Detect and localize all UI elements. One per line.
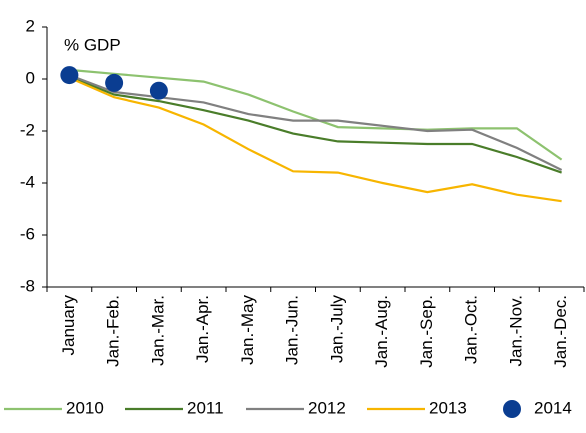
x-tick-label: Jan.-Apr. [193, 295, 212, 363]
legend-label: 2010 [66, 398, 104, 417]
y-tick-label: -2 [20, 120, 35, 139]
data-point [149, 81, 168, 100]
x-tick-label: Jan.-Oct. [462, 295, 481, 364]
line-series [68, 74, 563, 171]
x-tick-label: Jan.-Mar. [148, 295, 167, 366]
x-tick-label: Jan.-Jun. [283, 295, 302, 365]
line-series [68, 76, 562, 203]
x-tick-label: Jan.-Aug. [372, 295, 391, 368]
line-series [69, 68, 563, 161]
x-tick-label: Jan.-Dec. [551, 295, 570, 368]
y-tick-label: 2 [26, 16, 35, 35]
data-point [105, 73, 124, 92]
legend-label: 2014 [534, 398, 572, 417]
x-tick-label: Jan.-May [238, 295, 257, 365]
y-tick-label: -8 [20, 276, 35, 295]
x-tick-label: January [59, 295, 78, 356]
annotation: % GDP [64, 35, 121, 54]
y-tick-label: 0 [26, 68, 35, 87]
y-tick-label: -4 [20, 172, 35, 191]
legend-marker [503, 400, 521, 418]
legend-label: 2013 [429, 398, 467, 417]
x-tick-label: Jan.-Nov. [506, 295, 525, 367]
y-tick-label: -6 [20, 224, 35, 243]
data-point [60, 66, 79, 85]
line-series [68, 75, 562, 174]
legend-label: 2012 [308, 398, 346, 417]
x-tick-label: Jan.-July [327, 295, 346, 364]
x-tick-label: Jan.-Feb. [104, 295, 123, 367]
x-tick-label: Jan.-Sep. [417, 295, 436, 368]
legend-label: 2011 [187, 398, 224, 417]
